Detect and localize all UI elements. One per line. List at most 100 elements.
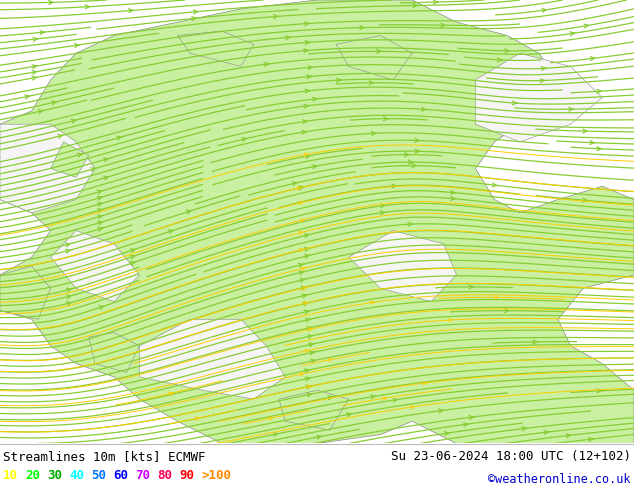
- FancyArrowPatch shape: [302, 294, 307, 298]
- Text: Streamlines 10m [kts] ECMWF: Streamlines 10m [kts] ECMWF: [3, 450, 205, 463]
- FancyArrowPatch shape: [186, 210, 191, 214]
- FancyArrowPatch shape: [570, 32, 575, 36]
- FancyArrowPatch shape: [380, 211, 385, 215]
- Text: Su 23-06-2024 18:00 UTC (12+102): Su 23-06-2024 18:00 UTC (12+102): [391, 450, 631, 463]
- FancyArrowPatch shape: [193, 10, 198, 14]
- FancyArrowPatch shape: [299, 186, 304, 190]
- FancyArrowPatch shape: [569, 107, 573, 111]
- FancyArrowPatch shape: [301, 286, 306, 290]
- FancyArrowPatch shape: [269, 417, 273, 420]
- FancyArrowPatch shape: [423, 382, 427, 385]
- FancyArrowPatch shape: [309, 351, 314, 355]
- FancyArrowPatch shape: [533, 340, 538, 344]
- FancyArrowPatch shape: [98, 209, 103, 213]
- FancyArrowPatch shape: [544, 431, 549, 434]
- FancyArrowPatch shape: [302, 120, 307, 123]
- FancyArrowPatch shape: [444, 432, 450, 436]
- FancyArrowPatch shape: [264, 63, 269, 66]
- FancyArrowPatch shape: [196, 417, 200, 420]
- FancyArrowPatch shape: [304, 247, 309, 251]
- Text: 20: 20: [25, 469, 40, 482]
- FancyArrowPatch shape: [304, 369, 309, 373]
- Text: 80: 80: [157, 469, 172, 482]
- FancyArrowPatch shape: [469, 285, 474, 289]
- FancyArrowPatch shape: [117, 136, 122, 140]
- FancyArrowPatch shape: [130, 255, 136, 259]
- FancyArrowPatch shape: [304, 104, 309, 108]
- FancyArrowPatch shape: [588, 438, 593, 441]
- FancyArrowPatch shape: [422, 107, 427, 111]
- Text: 60: 60: [113, 469, 128, 482]
- FancyArrowPatch shape: [286, 36, 290, 40]
- Polygon shape: [51, 231, 139, 301]
- FancyArrowPatch shape: [91, 168, 96, 172]
- FancyArrowPatch shape: [542, 8, 547, 12]
- FancyArrowPatch shape: [306, 318, 311, 322]
- FancyArrowPatch shape: [299, 264, 304, 267]
- FancyArrowPatch shape: [67, 288, 72, 292]
- FancyArrowPatch shape: [369, 81, 374, 85]
- FancyArrowPatch shape: [415, 149, 420, 153]
- FancyArrowPatch shape: [302, 130, 307, 134]
- FancyArrowPatch shape: [306, 154, 311, 158]
- FancyArrowPatch shape: [360, 25, 365, 29]
- Text: 70: 70: [135, 469, 150, 482]
- FancyArrowPatch shape: [370, 301, 374, 304]
- Polygon shape: [0, 124, 95, 213]
- FancyArrowPatch shape: [77, 153, 82, 157]
- FancyArrowPatch shape: [129, 9, 133, 13]
- FancyArrowPatch shape: [273, 433, 278, 437]
- FancyArrowPatch shape: [505, 309, 509, 313]
- FancyArrowPatch shape: [328, 358, 332, 362]
- FancyArrowPatch shape: [377, 49, 381, 53]
- FancyArrowPatch shape: [434, 0, 438, 4]
- FancyArrowPatch shape: [67, 302, 72, 306]
- FancyArrowPatch shape: [98, 215, 103, 219]
- FancyArrowPatch shape: [38, 110, 43, 114]
- FancyArrowPatch shape: [449, 318, 452, 322]
- FancyArrowPatch shape: [469, 416, 474, 419]
- FancyArrowPatch shape: [307, 393, 312, 397]
- Text: 40: 40: [69, 469, 84, 482]
- Polygon shape: [51, 142, 89, 177]
- FancyArrowPatch shape: [306, 385, 311, 389]
- FancyArrowPatch shape: [32, 65, 37, 69]
- FancyArrowPatch shape: [439, 409, 444, 413]
- FancyArrowPatch shape: [85, 5, 90, 9]
- FancyArrowPatch shape: [337, 78, 341, 82]
- Polygon shape: [279, 390, 349, 430]
- FancyArrowPatch shape: [413, 3, 418, 7]
- FancyArrowPatch shape: [98, 221, 103, 225]
- FancyArrowPatch shape: [590, 57, 595, 61]
- Polygon shape: [336, 35, 412, 80]
- FancyArrowPatch shape: [415, 139, 420, 143]
- FancyArrowPatch shape: [305, 41, 310, 45]
- FancyArrowPatch shape: [307, 75, 312, 79]
- FancyArrowPatch shape: [306, 377, 311, 381]
- FancyArrowPatch shape: [371, 395, 376, 399]
- FancyArrowPatch shape: [98, 190, 103, 194]
- FancyArrowPatch shape: [303, 302, 308, 306]
- FancyArrowPatch shape: [583, 129, 588, 133]
- FancyArrowPatch shape: [191, 17, 197, 21]
- FancyArrowPatch shape: [583, 198, 588, 202]
- FancyArrowPatch shape: [242, 138, 247, 141]
- FancyArrowPatch shape: [307, 385, 311, 389]
- Polygon shape: [0, 0, 634, 443]
- FancyArrowPatch shape: [74, 44, 79, 48]
- FancyArrowPatch shape: [497, 58, 502, 62]
- FancyArrowPatch shape: [299, 248, 303, 252]
- FancyArrowPatch shape: [408, 222, 413, 226]
- FancyArrowPatch shape: [65, 249, 70, 253]
- FancyArrowPatch shape: [597, 147, 602, 150]
- FancyArrowPatch shape: [104, 176, 109, 180]
- FancyArrowPatch shape: [25, 95, 30, 99]
- FancyArrowPatch shape: [317, 435, 321, 439]
- FancyArrowPatch shape: [98, 202, 103, 206]
- FancyArrowPatch shape: [49, 0, 53, 4]
- FancyArrowPatch shape: [522, 427, 527, 431]
- FancyArrowPatch shape: [392, 184, 396, 188]
- Text: 10: 10: [3, 469, 18, 482]
- FancyArrowPatch shape: [300, 278, 305, 282]
- FancyArrowPatch shape: [590, 141, 595, 145]
